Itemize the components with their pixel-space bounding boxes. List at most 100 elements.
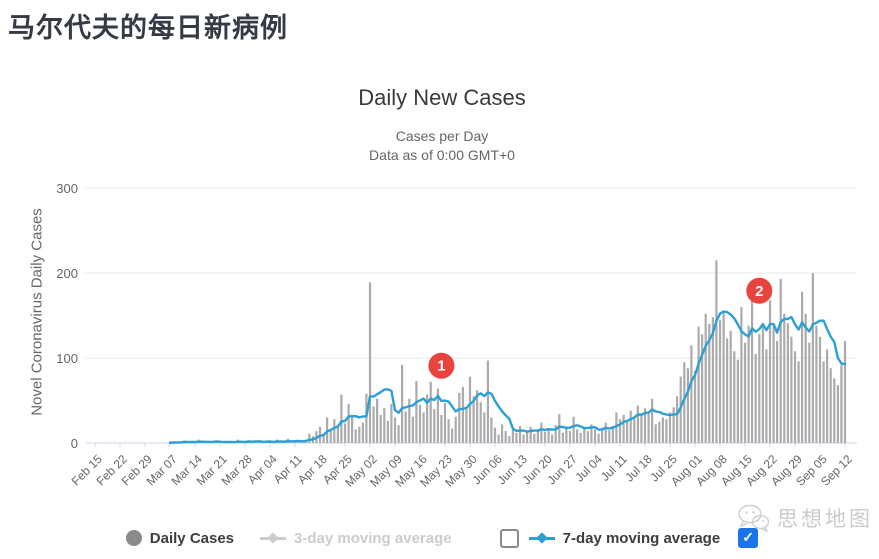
daily-cases-bar[interactable] bbox=[518, 426, 522, 443]
daily-cases-bar[interactable] bbox=[647, 411, 650, 443]
daily-cases-bar[interactable] bbox=[829, 368, 832, 443]
daily-cases-bar[interactable] bbox=[818, 336, 822, 444]
daily-cases-bar[interactable] bbox=[433, 409, 436, 443]
daily-cases-bar[interactable] bbox=[693, 370, 697, 444]
daily-cases-bar[interactable] bbox=[540, 422, 543, 443]
daily-cases-bar[interactable] bbox=[786, 323, 789, 443]
daily-cases-bar[interactable] bbox=[461, 386, 464, 443]
daily-cases-bar[interactable] bbox=[626, 420, 629, 443]
daily-cases-bar[interactable] bbox=[515, 432, 518, 443]
daily-cases-bar[interactable] bbox=[718, 319, 722, 444]
daily-cases-bar[interactable] bbox=[651, 398, 654, 443]
daily-cases-bar[interactable] bbox=[833, 378, 836, 443]
daily-cases-bar[interactable] bbox=[301, 442, 304, 443]
daily-cases-bar[interactable] bbox=[722, 311, 725, 444]
daily-cases-bar[interactable] bbox=[836, 385, 839, 443]
3day-ma-checkbox[interactable] bbox=[499, 528, 519, 548]
daily-cases-bar[interactable] bbox=[508, 436, 511, 443]
daily-cases-bar[interactable] bbox=[761, 324, 764, 443]
daily-cases-bar[interactable] bbox=[822, 361, 825, 443]
daily-cases-bar[interactable] bbox=[676, 396, 679, 444]
daily-cases-bar[interactable] bbox=[390, 403, 393, 443]
daily-cases-bar[interactable] bbox=[393, 417, 397, 444]
daily-cases-bar[interactable] bbox=[376, 398, 379, 443]
daily-cases-bar[interactable] bbox=[686, 368, 689, 443]
daily-cases-bar[interactable] bbox=[497, 434, 500, 444]
daily-cases-bar[interactable] bbox=[843, 341, 847, 443]
daily-cases-bar[interactable] bbox=[658, 421, 661, 444]
daily-cases-bar[interactable] bbox=[801, 291, 804, 443]
daily-cases-bar[interactable] bbox=[804, 313, 807, 443]
daily-cases-bar[interactable] bbox=[554, 425, 557, 443]
daily-cases-bar[interactable] bbox=[629, 410, 632, 443]
legend-item-3day-moving-average[interactable]: 3-day moving average bbox=[260, 530, 452, 547]
daily-cases-bar[interactable] bbox=[426, 394, 429, 443]
daily-cases-bar[interactable] bbox=[526, 431, 529, 443]
daily-cases-bar[interactable] bbox=[333, 419, 336, 443]
daily-cases-bar[interactable] bbox=[583, 426, 586, 443]
daily-cases-bar[interactable] bbox=[611, 426, 614, 443]
daily-cases-bar[interactable] bbox=[726, 338, 729, 443]
daily-cases-bar[interactable] bbox=[708, 324, 711, 443]
daily-cases-bar[interactable] bbox=[529, 426, 532, 443]
daily-cases-bar[interactable] bbox=[451, 428, 454, 443]
daily-cases-bar[interactable] bbox=[468, 376, 472, 443]
daily-cases-bar[interactable] bbox=[736, 359, 739, 443]
daily-cases-bar[interactable] bbox=[401, 364, 404, 443]
daily-cases-bar[interactable] bbox=[358, 426, 361, 443]
daily-cases-bar[interactable] bbox=[779, 279, 782, 443]
7day-ma-checkbox[interactable] bbox=[738, 528, 759, 548]
daily-cases-bar[interactable] bbox=[372, 406, 375, 443]
daily-cases-bar[interactable] bbox=[808, 342, 811, 443]
daily-cases-bar[interactable] bbox=[568, 431, 572, 443]
daily-cases-bar[interactable] bbox=[354, 429, 357, 443]
daily-cases-bar[interactable] bbox=[590, 424, 593, 443]
daily-cases-bar[interactable] bbox=[758, 334, 761, 443]
ma7-line[interactable] bbox=[168, 310, 847, 444]
daily-cases-bar[interactable] bbox=[343, 423, 347, 443]
daily-cases-bar[interactable] bbox=[408, 398, 411, 443]
daily-cases-bar[interactable] bbox=[793, 351, 797, 443]
daily-cases-bar[interactable] bbox=[443, 403, 447, 443]
legend-item-daily-cases[interactable]: Daily Cases bbox=[125, 530, 234, 547]
daily-cases-bar[interactable] bbox=[747, 325, 750, 443]
daily-cases-bar[interactable] bbox=[754, 353, 757, 444]
daily-cases-bar[interactable] bbox=[715, 260, 718, 444]
daily-cases-bar[interactable] bbox=[561, 432, 564, 443]
daily-cases-bar[interactable] bbox=[654, 424, 657, 443]
daily-cases-bar[interactable] bbox=[768, 300, 772, 443]
daily-cases-bar[interactable] bbox=[622, 414, 625, 443]
daily-cases-bar[interactable] bbox=[308, 433, 311, 443]
daily-cases-bar[interactable] bbox=[429, 381, 432, 443]
daily-cases-bar[interactable] bbox=[579, 432, 582, 443]
daily-cases-bar[interactable] bbox=[465, 408, 468, 444]
daily-cases-bar[interactable] bbox=[751, 281, 754, 444]
daily-cases-bar[interactable] bbox=[436, 388, 439, 443]
daily-cases-bar[interactable] bbox=[551, 434, 554, 444]
daily-cases-bar[interactable] bbox=[604, 422, 607, 443]
daily-cases-bar[interactable] bbox=[543, 431, 547, 443]
daily-cases-bar[interactable] bbox=[683, 362, 686, 444]
daily-cases-bar[interactable] bbox=[536, 429, 539, 443]
daily-cases-bar[interactable] bbox=[490, 417, 493, 444]
daily-cases-bar[interactable] bbox=[797, 361, 800, 443]
daily-cases-bar[interactable] bbox=[576, 429, 579, 443]
daily-cases-bar[interactable] bbox=[608, 430, 611, 444]
daily-cases-bar[interactable] bbox=[365, 393, 368, 443]
daily-cases-bar[interactable] bbox=[329, 429, 332, 443]
daily-cases-bar[interactable] bbox=[511, 429, 514, 443]
daily-cases-bar[interactable] bbox=[351, 414, 354, 443]
daily-cases-bar[interactable] bbox=[615, 412, 618, 443]
daily-cases-bar[interactable] bbox=[493, 427, 497, 443]
daily-cases-bar[interactable] bbox=[340, 394, 343, 443]
daily-cases-bar[interactable] bbox=[379, 414, 382, 443]
daily-cases-bar[interactable] bbox=[640, 414, 643, 443]
daily-cases-bar[interactable] bbox=[783, 313, 786, 443]
daily-cases-bar[interactable] bbox=[690, 345, 693, 444]
daily-cases-bar[interactable] bbox=[572, 416, 575, 443]
daily-cases-bar[interactable] bbox=[533, 433, 536, 443]
daily-cases-bar[interactable] bbox=[458, 392, 461, 443]
daily-cases-bar[interactable] bbox=[697, 326, 700, 444]
daily-cases-bar[interactable] bbox=[368, 282, 372, 443]
daily-cases-bar[interactable] bbox=[486, 360, 489, 444]
